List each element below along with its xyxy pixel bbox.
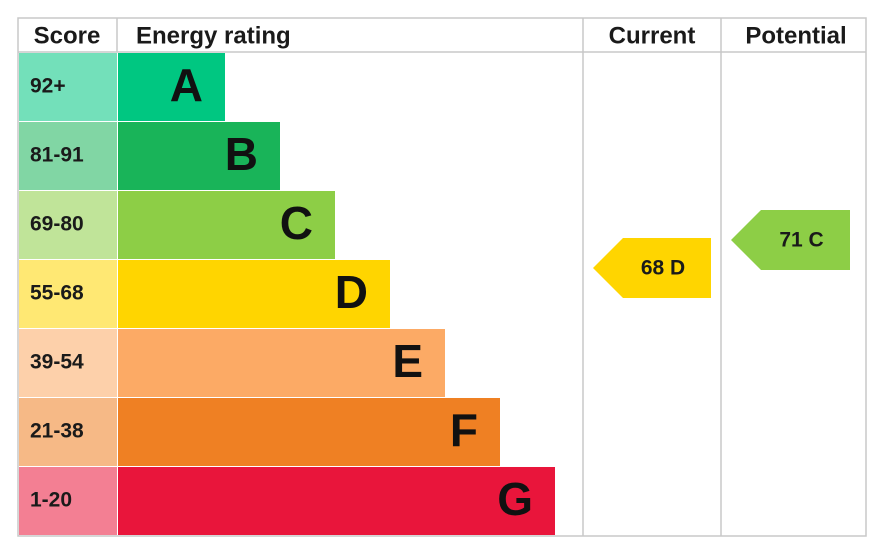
header-score: Score — [34, 22, 101, 49]
rating-letter: D — [335, 266, 368, 318]
score-cell — [19, 398, 117, 466]
rating-bar — [118, 467, 555, 535]
header-rating: Energy rating — [136, 22, 291, 49]
score-label: 39-54 — [30, 351, 84, 374]
rating-letter: A — [170, 59, 203, 111]
rating-bar — [118, 329, 445, 397]
rating-bar — [118, 122, 280, 190]
score-cell — [19, 467, 117, 535]
score-cell — [19, 191, 117, 259]
current-label: 68 D — [641, 257, 685, 280]
current-arrow — [593, 238, 711, 298]
rating-bar — [118, 260, 390, 328]
score-label: 55-68 — [30, 282, 84, 305]
score-cell — [19, 260, 117, 328]
rating-letter: E — [392, 335, 423, 387]
score-cell — [19, 53, 117, 121]
score-label: 92+ — [30, 75, 66, 98]
potential-arrow — [731, 210, 850, 270]
rating-bar — [118, 53, 225, 121]
rating-bar — [118, 398, 500, 466]
rating-letter: B — [225, 128, 258, 180]
score-label: 1-20 — [30, 489, 72, 512]
rating-letter: C — [280, 197, 313, 249]
score-label: 21-38 — [30, 420, 84, 443]
header-current: Current — [609, 22, 696, 49]
score-cell — [19, 122, 117, 190]
score-cell — [19, 329, 117, 397]
rating-letter: G — [497, 473, 533, 525]
rating-bar — [118, 191, 335, 259]
score-label: 69-80 — [30, 213, 84, 236]
rating-letter: F — [450, 404, 478, 456]
score-label: 81-91 — [30, 144, 84, 167]
potential-label: 71 C — [779, 229, 823, 252]
header-potential: Potential — [745, 22, 846, 49]
